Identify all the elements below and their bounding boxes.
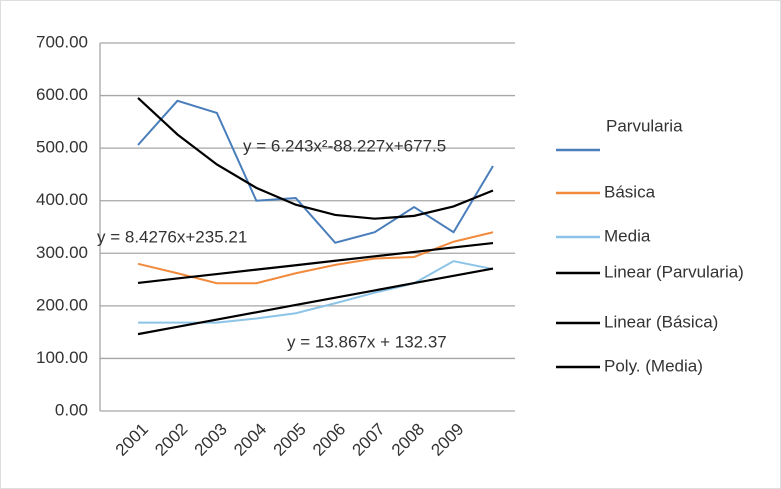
legend-label: Parvularia [606, 116, 683, 135]
series-line [137, 241, 494, 285]
trend-equation: y = 8.4276x+235.21 [97, 227, 247, 246]
series-line [137, 99, 494, 244]
y-tick-label: 400.00 [36, 190, 88, 209]
y-tick-label: 500.00 [36, 138, 88, 157]
legend-label: Media [604, 226, 651, 245]
y-tick-label: 300.00 [36, 243, 88, 262]
trend-equation: y = 6.243x²-88.227x+677.5 [243, 136, 446, 155]
y-tick-label: 200.00 [36, 295, 88, 314]
trend-equation: y = 13.867x + 132.37 [287, 332, 447, 351]
series-line [137, 267, 494, 336]
legend-label: Linear (Básica) [604, 312, 718, 331]
y-tick-label: 600.00 [36, 85, 88, 104]
y-tick-label: 0.00 [55, 400, 88, 419]
legend-label: Poly. (Media) [604, 356, 703, 375]
legend-label: Linear (Parvularia) [604, 262, 744, 281]
legend-label: Básica [604, 182, 656, 201]
y-tick-label: 100.00 [36, 348, 88, 367]
series-line [137, 97, 494, 220]
y-tick-label: 700.00 [36, 32, 88, 51]
